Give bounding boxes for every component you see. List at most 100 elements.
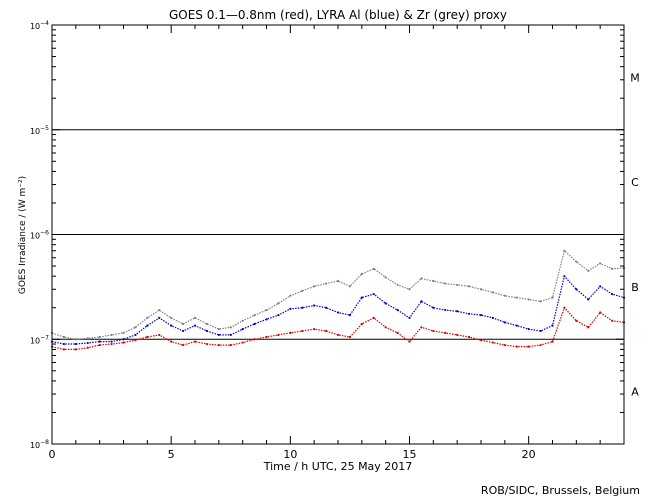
data-point: [193, 316, 197, 319]
data-point: [205, 322, 209, 326]
series-layer: [50, 249, 626, 351]
y-tick-label: 10−5: [30, 125, 49, 136]
data-point: [170, 316, 173, 319]
data-point: [217, 327, 220, 331]
data-point: [432, 306, 435, 309]
data-point: [491, 316, 495, 319]
data-point: [98, 340, 101, 343]
data-point: [444, 282, 447, 285]
data-point: [110, 333, 113, 337]
data-point: [587, 326, 590, 329]
data-point: [98, 335, 101, 339]
data-point: [265, 308, 268, 312]
data-point: [217, 343, 220, 347]
data-point: [86, 337, 89, 340]
data-point: [599, 285, 602, 288]
data-point: [134, 339, 137, 342]
data-point: [134, 333, 137, 337]
flare-class-label: M: [630, 71, 640, 84]
data-point: [420, 277, 423, 280]
data-point: [122, 341, 125, 344]
data-point: [62, 348, 66, 351]
data-point: [467, 312, 471, 315]
data-point: [384, 276, 387, 279]
data-point: [348, 285, 352, 288]
series-line: [51, 306, 625, 350]
data-point: [158, 333, 161, 337]
data-point: [372, 267, 375, 270]
data-point: [146, 335, 149, 339]
data-point: [551, 296, 554, 299]
data-point: [336, 279, 340, 283]
data-point: [241, 341, 244, 344]
data-point: [372, 292, 375, 296]
data-point: [205, 342, 209, 346]
data-point: [599, 311, 602, 314]
y-tick-label: 10−8: [30, 439, 49, 450]
data-point: [360, 272, 363, 276]
data-point: [98, 343, 101, 347]
data-point: [336, 311, 340, 314]
flare-class-label: C: [631, 176, 639, 189]
data-point: [444, 308, 447, 312]
data-point: [408, 340, 411, 343]
data-point: [324, 282, 328, 285]
data-point: [491, 291, 495, 294]
data-point: [146, 316, 149, 319]
data-point: [479, 288, 483, 291]
data-point: [74, 342, 77, 346]
data-point: [587, 298, 590, 301]
data-point: [301, 329, 304, 333]
data-point: [229, 343, 232, 347]
data-point: [86, 341, 89, 345]
data-point: [479, 339, 483, 342]
credit-text: ROB/SIDC, Brussels, Belgium: [481, 484, 640, 497]
data-point: [265, 318, 268, 321]
data-point: [467, 335, 471, 339]
data-point: [432, 279, 435, 283]
data-point: [563, 275, 566, 278]
data-point: [396, 283, 399, 287]
y-axis-label: GOES Irradiance / (W m⁻²): [18, 176, 28, 294]
data-point: [181, 343, 185, 347]
data-point: [122, 331, 125, 334]
data-point: [301, 306, 304, 309]
data-point: [181, 329, 185, 333]
data-point: [289, 294, 292, 297]
data-point: [503, 321, 506, 324]
data-point: [396, 308, 399, 312]
data-point: [515, 345, 518, 348]
data-point: [110, 342, 113, 346]
data-point: [408, 316, 411, 319]
data-point: [289, 331, 292, 334]
data-point: [265, 335, 268, 339]
data-point: [158, 308, 161, 312]
data-point: [575, 288, 578, 291]
data-point: [610, 319, 614, 322]
data-point: [277, 333, 280, 337]
x-tick-label: 15: [403, 448, 417, 461]
data-point: [539, 343, 542, 347]
data-point: [420, 300, 423, 303]
data-point: [74, 348, 77, 351]
x-tick-label: 10: [283, 448, 297, 461]
data-point: [408, 288, 411, 291]
data-point: [360, 296, 363, 299]
data-point: [503, 294, 506, 297]
data-point: [277, 302, 280, 305]
data-point: [62, 342, 66, 346]
data-point: [563, 249, 566, 252]
data-point: [241, 327, 244, 331]
data-point: [134, 326, 137, 329]
data-point: [491, 341, 495, 344]
data-point: [503, 343, 506, 347]
data-point: [229, 326, 232, 329]
data-point: [229, 333, 232, 337]
data-point: [193, 340, 197, 343]
data-point: [360, 322, 363, 326]
x-tick-label: 5: [168, 448, 175, 461]
flare-class-label: B: [631, 281, 639, 294]
data-point: [527, 327, 530, 331]
data-point: [551, 340, 554, 343]
